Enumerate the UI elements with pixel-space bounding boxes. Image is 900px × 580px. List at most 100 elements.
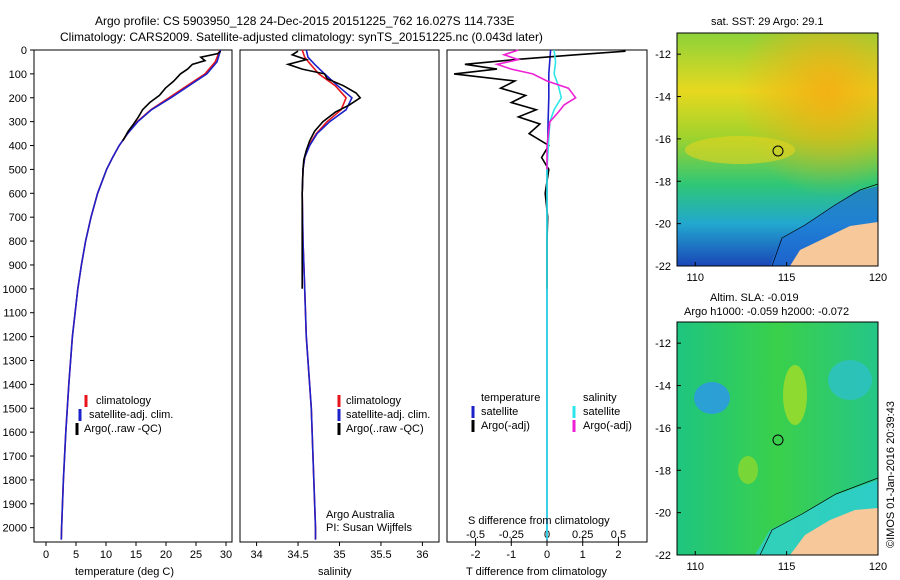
legend-satellite: satellite-adj. clim. bbox=[346, 409, 430, 421]
lat-tick-label: -16 bbox=[655, 134, 671, 146]
depth-tick-label: 1100 bbox=[3, 308, 27, 320]
sla-high-center bbox=[783, 365, 807, 425]
lon-tick-label: 110 bbox=[686, 272, 704, 284]
depth-tick-label: 1800 bbox=[3, 475, 27, 487]
x-tick-label: 10 bbox=[100, 549, 112, 561]
s-tick-label: 0.5 bbox=[611, 529, 626, 541]
legend-argo: Argo(..raw -QC) bbox=[84, 423, 162, 435]
series-line bbox=[494, 49, 577, 170]
difference-panel: -2 -1 0 1 2-0.5 -0.25 0 0.25 0.5 S difference fr… bbox=[446, 49, 648, 578]
legend-temperature-title: temperature bbox=[481, 392, 540, 404]
x-tick-label: 0 bbox=[544, 549, 550, 561]
x-tick-label: -1 bbox=[506, 549, 516, 561]
sla-map-title-2: Argo h1000: -0.059 h2000: -0.072 bbox=[684, 306, 849, 318]
sst-map-title: sat. SST: 29 Argo: 29.1 bbox=[711, 16, 824, 28]
lon-tick-label: 115 bbox=[778, 272, 796, 284]
legend-argo: Argo(..raw -QC) bbox=[346, 423, 424, 435]
sla-isobath bbox=[759, 477, 878, 555]
lon-tick-label: 115 bbox=[778, 561, 796, 573]
salinity-frame bbox=[239, 49, 440, 543]
depth-tick-label: 400 bbox=[9, 141, 27, 153]
x-tick-label: 1 bbox=[580, 549, 586, 561]
depth-tick-label: 200 bbox=[9, 93, 27, 105]
sla-low-west bbox=[694, 382, 730, 414]
lat-tick-label: -18 bbox=[655, 176, 671, 188]
depth-tick-label: 1700 bbox=[3, 451, 27, 463]
legend-satellite: satellite-adj. clim. bbox=[89, 409, 173, 421]
lat-tick-label: -16 bbox=[655, 423, 671, 435]
lat-tick-label: -18 bbox=[655, 465, 671, 477]
x-tick-label: 36 bbox=[416, 549, 428, 561]
sst-argo-marker bbox=[772, 145, 784, 157]
sst-frame bbox=[676, 32, 879, 267]
depth-tick-label: 2000 bbox=[3, 523, 27, 535]
depth-tick-label: 800 bbox=[9, 236, 27, 248]
lat-tick-label: -20 bbox=[655, 508, 671, 520]
x-tick-label: 0 bbox=[43, 549, 49, 561]
x-tick-label: 35 bbox=[333, 549, 345, 561]
lat-tick-label: -20 bbox=[655, 219, 671, 231]
lon-tick-label: 120 bbox=[869, 272, 887, 284]
depth-tick-label: 300 bbox=[9, 117, 27, 129]
series-line bbox=[454, 50, 626, 289]
temperature-panel: 0100200300400500600700800900100011001200… bbox=[3, 45, 233, 578]
series-line bbox=[122, 50, 222, 142]
sla-frame bbox=[676, 321, 879, 556]
depth-tick-label: 700 bbox=[9, 212, 27, 224]
x-tick-label: 34.5 bbox=[287, 549, 308, 561]
sst-land bbox=[790, 222, 878, 266]
series-line bbox=[301, 49, 353, 540]
x-tick-label: 34 bbox=[250, 549, 262, 561]
sla-high-south bbox=[738, 456, 758, 484]
s-tick-label: 0.25 bbox=[572, 529, 593, 541]
sla-argo-marker bbox=[772, 434, 784, 446]
depth-tick-label: 900 bbox=[9, 260, 27, 272]
series-line bbox=[60, 49, 222, 540]
x-tick-label: -2 bbox=[471, 549, 481, 561]
credit-text: ©IMOS 01-Jan-2016 20:39:43 bbox=[885, 401, 897, 548]
lon-tick-label: 120 bbox=[869, 561, 887, 573]
depth-tick-label: 1300 bbox=[3, 355, 27, 367]
s-tick-label: -0.25 bbox=[499, 529, 524, 541]
x-tick-label: 25 bbox=[190, 549, 202, 561]
difference-toplabel: S difference from climatology bbox=[468, 515, 610, 527]
series-line bbox=[285, 50, 362, 289]
legend-temp-argo: Argo(-adj) bbox=[481, 420, 530, 432]
depth-tick-label: 1600 bbox=[3, 427, 27, 439]
sst-map: sat. SST: 29 Argo: 29.1 bbox=[655, 16, 887, 284]
sst-yellow-band bbox=[685, 136, 795, 164]
temperature-x-axis: 0 5 10 15 20 25 30 bbox=[43, 542, 232, 561]
legend-sal-argo: Argo(-adj) bbox=[583, 420, 632, 432]
depth-tick-label: 1000 bbox=[3, 284, 27, 296]
lon-tick-label: 110 bbox=[686, 561, 704, 573]
lat-tick-label: -22 bbox=[655, 550, 671, 562]
sst-isobath bbox=[771, 183, 878, 266]
x-tick-label: 5 bbox=[73, 549, 79, 561]
depth-tick-label: 0 bbox=[21, 45, 27, 57]
series-line bbox=[301, 49, 348, 540]
series-line bbox=[60, 49, 221, 540]
depth-tick-label: 1900 bbox=[3, 499, 27, 511]
salinity-xlabel: salinity bbox=[318, 566, 352, 578]
x-tick-label: 2 bbox=[615, 549, 621, 561]
x-tick-label: 15 bbox=[130, 549, 142, 561]
difference-x-axis: -2 -1 0 1 2-0.5 -0.25 0 0.25 0.5 bbox=[466, 529, 626, 561]
difference-legend: temperature salinity satellite Argo(-adj… bbox=[471, 392, 632, 432]
legend-temp-satellite: satellite bbox=[481, 406, 518, 418]
sla-low-east bbox=[828, 360, 872, 400]
difference-xlabel: T difference from climatology bbox=[466, 566, 607, 578]
salinity-lines bbox=[285, 49, 362, 540]
s-tick-label: -0.5 bbox=[466, 529, 485, 541]
sla-land bbox=[790, 508, 878, 555]
depth-tick-label: 1200 bbox=[3, 332, 27, 344]
depth-tick-label: 500 bbox=[9, 164, 27, 176]
lat-tick-label: -12 bbox=[655, 49, 671, 61]
temperature-xlabel: temperature (deg C) bbox=[75, 566, 174, 578]
x-tick-label: 20 bbox=[160, 549, 172, 561]
temperature-frame bbox=[33, 49, 233, 543]
temperature-legend: climatology satellite-adj. clim. Argo(..… bbox=[75, 395, 173, 435]
header-line1: Argo profile: CS 5903950_128 24-Dec-2015… bbox=[95, 14, 514, 28]
lat-tick-label: -14 bbox=[655, 92, 671, 104]
x-tick-label: 30 bbox=[220, 549, 232, 561]
